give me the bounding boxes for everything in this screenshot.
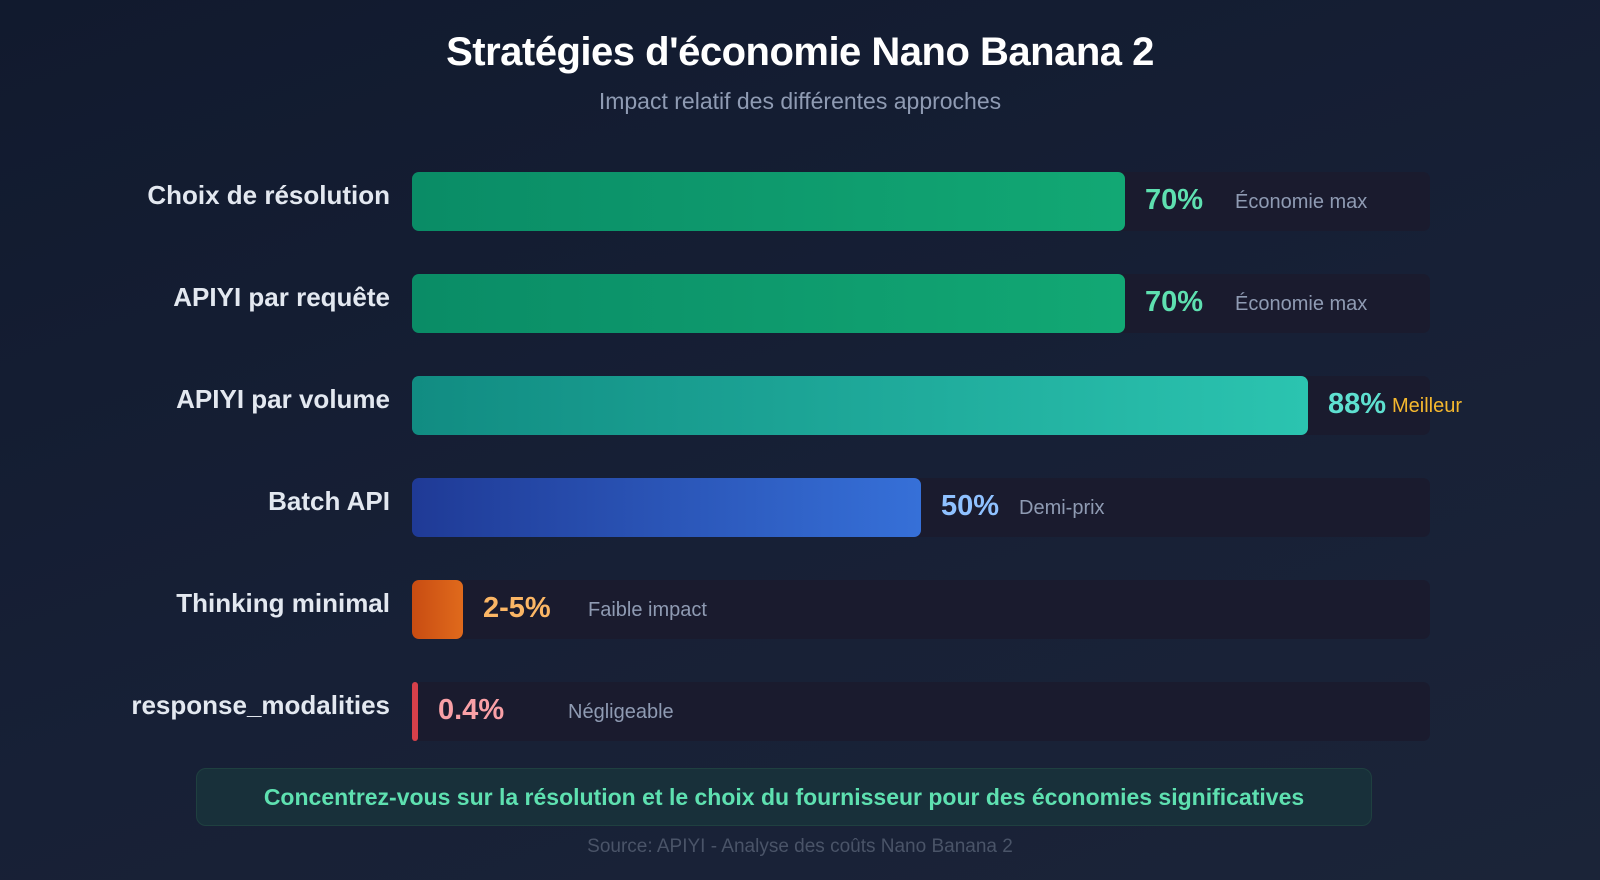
annotation-label: Négligeable [568, 701, 674, 723]
annotation-label: Faible impact [588, 599, 707, 621]
callout-banner: Concentrez-vous sur la résolution et le … [196, 768, 1372, 826]
value-label: 70% [1145, 184, 1204, 216]
category-label: APIYI par requête [173, 282, 390, 312]
chart-row: APIYI par volume 88% Meilleur [0, 376, 1600, 435]
chart-row: Batch API 50% Demi-prix [0, 478, 1600, 537]
category-label: APIYI par volume [176, 384, 390, 414]
value-label: 2-5% [483, 592, 551, 624]
value-label: 70% [1145, 286, 1204, 318]
value-label: 50% [941, 490, 1000, 522]
chart-row: Choix de résolution 70% Économie max [0, 172, 1600, 231]
annotation-label: Économie max [1235, 293, 1368, 315]
source-caption: Source: APIYI - Analyse des coûts Nano B… [587, 836, 1013, 857]
bar [412, 376, 1308, 435]
bar [412, 478, 921, 537]
page-title: Stratégies d'économie Nano Banana 2 [446, 30, 1154, 74]
category-label: Thinking minimal [176, 588, 390, 618]
bar-track [412, 580, 1430, 639]
annotation-label: Économie max [1235, 191, 1368, 213]
chart-row: Thinking minimal 2-5% Faible impact [0, 580, 1600, 639]
callout-text: Concentrez-vous sur la résolution et le … [263, 783, 1305, 810]
annotation-label: Demi-prix [1019, 497, 1105, 519]
bar [412, 274, 1125, 333]
value-label: 0.4% [438, 694, 505, 726]
bar [412, 172, 1125, 231]
category-label: response_modalities [131, 690, 390, 720]
chart-row: response_modalities 0.4% Négligeable [0, 682, 1600, 741]
value-label: 88% [1328, 388, 1387, 420]
bar [412, 580, 463, 639]
page-subtitle: Impact relatif des différentes approches [598, 88, 1002, 114]
bar-track [412, 682, 1430, 741]
category-label: Choix de résolution [147, 180, 390, 210]
category-label: Batch API [268, 486, 390, 516]
bar [412, 682, 418, 741]
chart-row: APIYI par requête 70% Économie max [0, 274, 1600, 333]
annotation-label: Meilleur [1392, 395, 1463, 417]
